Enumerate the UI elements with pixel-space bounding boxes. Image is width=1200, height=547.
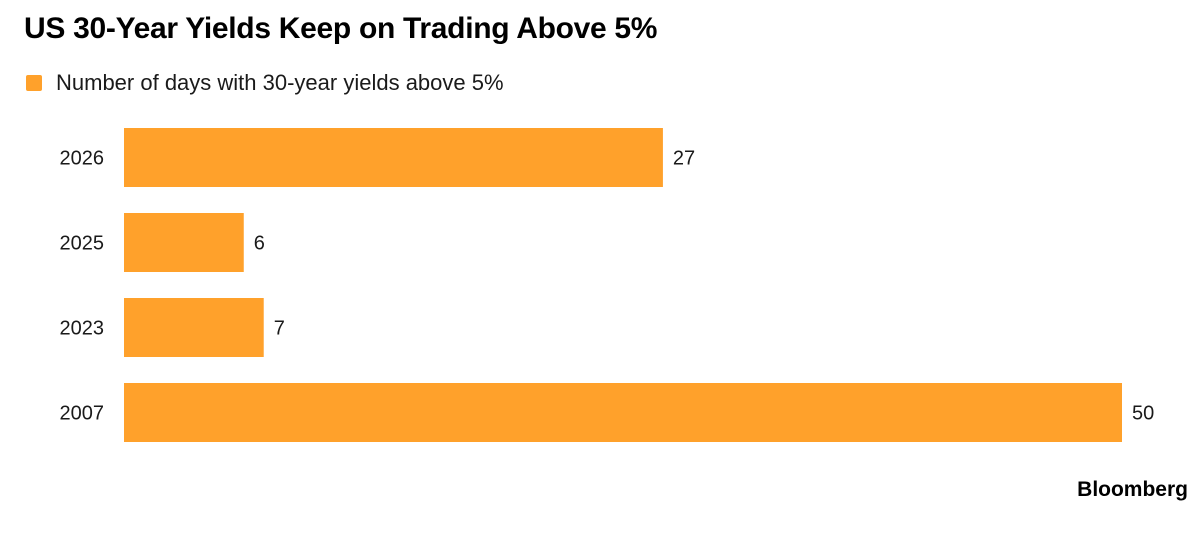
source-label: Bloomberg [1077,478,1188,501]
bar [124,383,1122,442]
bar [124,213,244,272]
category-label: 2023 [60,318,105,340]
category-label: 2026 [60,148,105,170]
bar [124,298,264,357]
bar [124,128,663,187]
chart-title: US 30-Year Yields Keep on Trading Above … [24,12,658,45]
legend-label: Number of days with 30-year yields above… [56,70,504,95]
legend: Number of days with 30-year yields above… [26,70,504,96]
category-label: 2025 [60,233,105,255]
data-label: 7 [274,318,285,340]
category-label: 2007 [60,403,105,425]
data-label: 6 [254,233,265,255]
data-label: 50 [1132,403,1154,425]
data-label: 27 [673,148,695,170]
legend-swatch [26,75,42,91]
